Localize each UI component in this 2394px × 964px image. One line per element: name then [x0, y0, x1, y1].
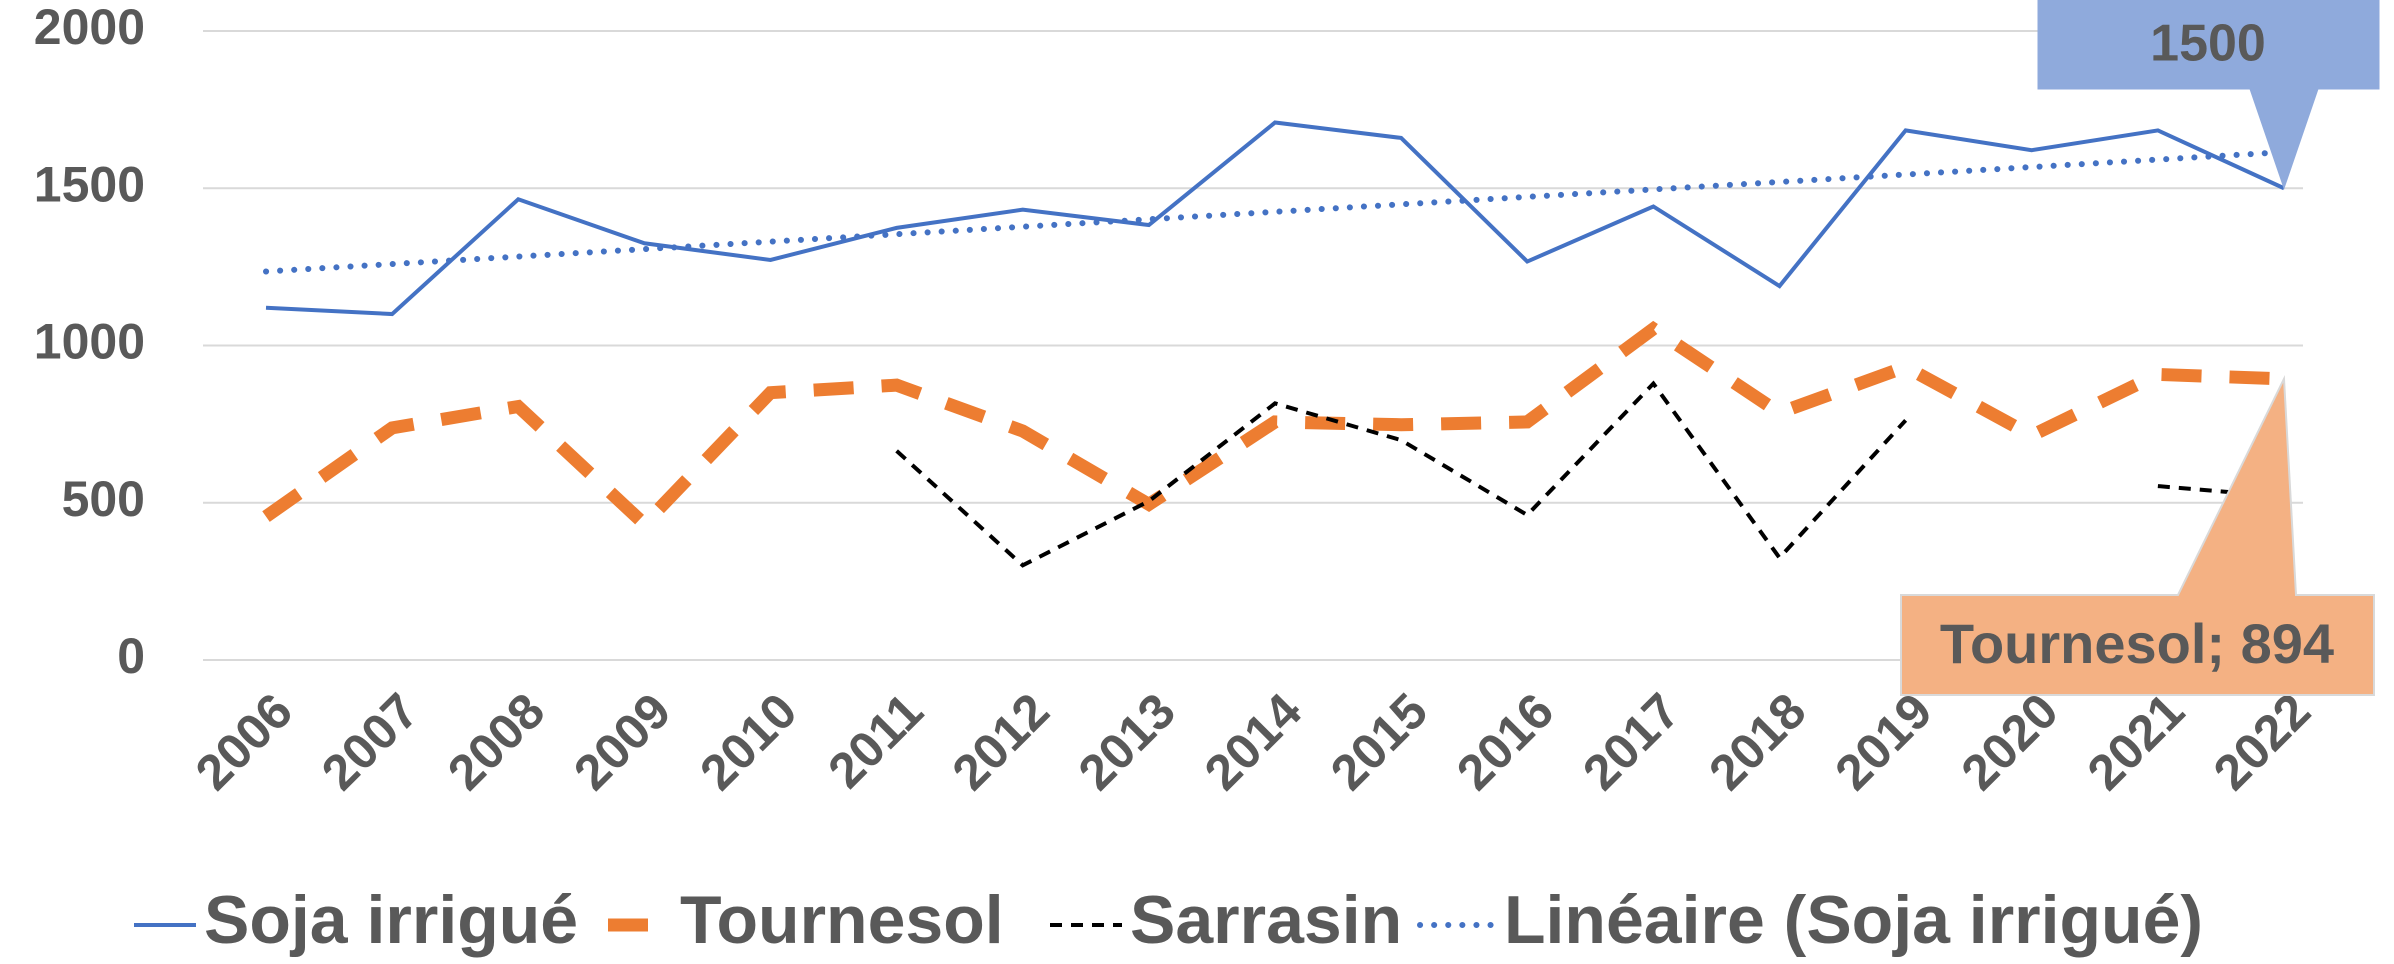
x-tick-label: 2016	[1446, 683, 1564, 801]
data-label: Tournesol; 894	[1940, 612, 2334, 675]
x-tick-label: 2019	[1824, 683, 1942, 801]
x-tick-label: 2015	[1320, 683, 1438, 801]
legend-label: Tournesol	[680, 882, 1004, 958]
x-tick-label: 2014	[1194, 682, 1312, 800]
trendline	[263, 149, 2287, 275]
x-tick-label: 2018	[1698, 683, 1816, 801]
y-tick-label: 1500	[34, 156, 145, 212]
x-tick-label: 2007	[311, 683, 429, 801]
x-tick-label: 2009	[563, 683, 681, 801]
y-tick-label: 1000	[34, 314, 145, 370]
y-tick-label: 0	[117, 628, 145, 684]
x-tick-label: 2012	[942, 683, 1060, 801]
callout	[1900, 374, 2375, 696]
x-tick-label: 2022	[2203, 683, 2321, 801]
legend-label: Linéaire (Soja irrigué)	[1504, 882, 2203, 958]
series-line	[262, 320, 2285, 534]
y-tick-label: 2000	[34, 0, 145, 55]
series-line	[265, 120, 2285, 317]
x-tick-label: 2011	[817, 683, 933, 799]
legend-label: Sarrasin	[1130, 882, 1402, 958]
data-label: 1500	[2150, 15, 2266, 73]
y-tick-label: 500	[62, 471, 145, 527]
x-tick-label: 2006	[185, 683, 303, 801]
x-tick-label: 2021	[2077, 683, 2195, 801]
x-tick-label: 2008	[437, 683, 555, 801]
callout	[2037, 0, 2380, 190]
x-tick-label: 2017	[1572, 683, 1690, 801]
legend-label: Soja irrigué	[204, 882, 578, 958]
x-tick-label: 2010	[689, 683, 807, 801]
x-tick-label: 2020	[1951, 683, 2069, 801]
x-tick-label: 2013	[1068, 683, 1186, 801]
